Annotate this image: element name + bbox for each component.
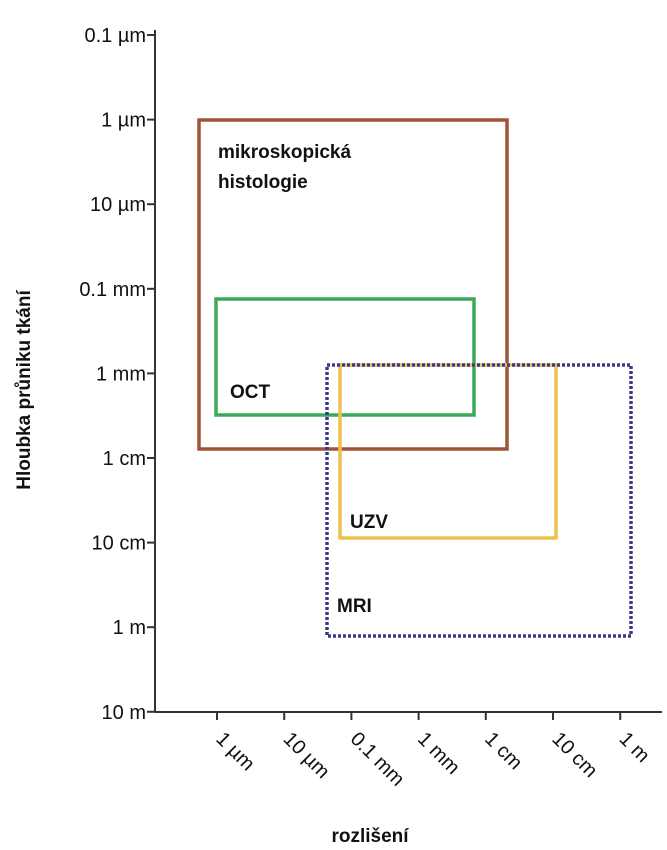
y-tick-label: 1 mm xyxy=(96,363,146,385)
y-tick-label: 0.1 mm xyxy=(79,279,146,301)
x-tick-label: 1 µm xyxy=(211,728,258,775)
x-tick-label: 0.1 mm xyxy=(346,728,409,791)
region-label: mikroskopická xyxy=(218,142,351,163)
y-tick-label: 10 cm xyxy=(92,533,146,555)
y-axis-label: Hloubka průniku tkání xyxy=(14,290,35,490)
y-tick-label: 1 cm xyxy=(103,448,146,470)
region-label: histologie xyxy=(218,172,308,193)
y-tick-label: 0.1 µm xyxy=(84,25,146,47)
x-tick-label: 1 m xyxy=(615,728,654,767)
y-tick-label: 1 m xyxy=(113,617,146,639)
region-histology xyxy=(197,118,509,451)
x-tick-label: 1 mm xyxy=(413,728,464,779)
x-tick-label: 10 µm xyxy=(279,728,334,783)
region-oct xyxy=(214,297,476,417)
x-tick-label: 10 cm xyxy=(547,728,601,782)
x-axis-label: rozlišení xyxy=(331,826,409,847)
region-label: UZV xyxy=(350,512,388,533)
region-label: MRI xyxy=(337,596,372,617)
region-label: OCT xyxy=(230,382,271,403)
x-tick-label: 1 cm xyxy=(480,728,526,774)
y-tick-label: 10 m xyxy=(102,702,146,724)
region-mri xyxy=(325,363,633,638)
y-tick-label: 1 µm xyxy=(101,110,146,132)
y-tick-label: 10 µm xyxy=(90,194,146,216)
